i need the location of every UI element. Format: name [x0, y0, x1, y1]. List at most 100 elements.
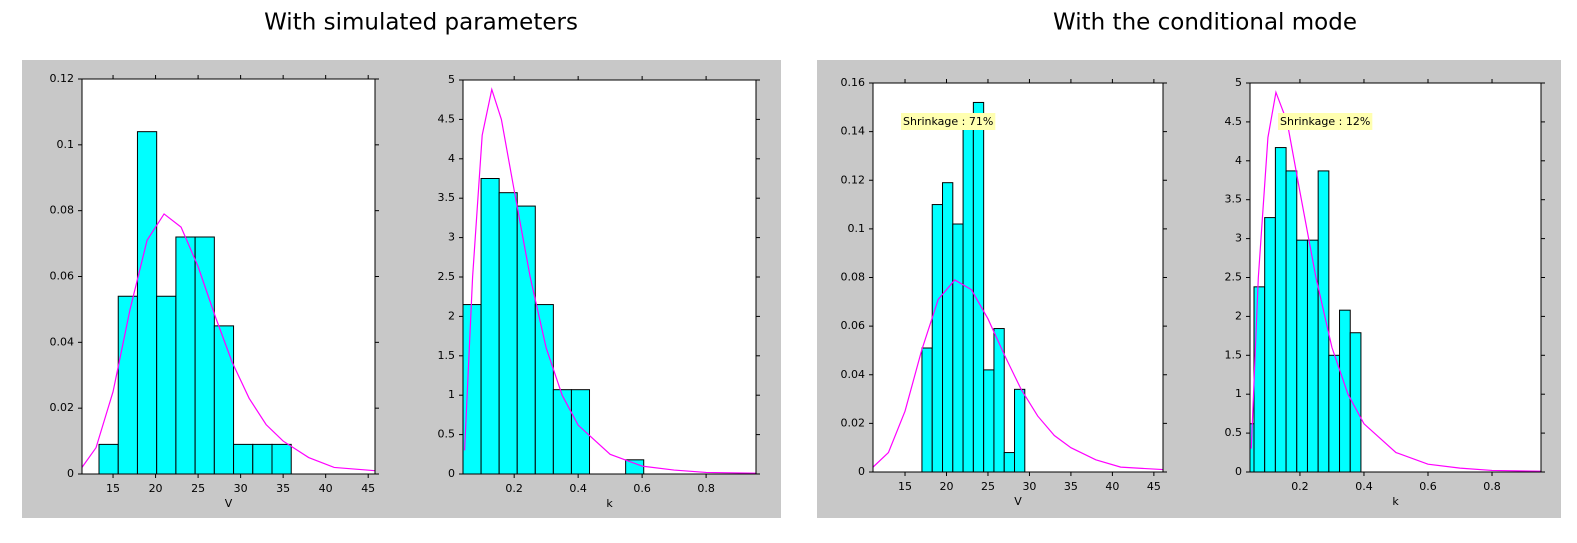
density-curve [873, 279, 1163, 471]
x-tick-label: 0.6 [633, 482, 651, 495]
bar [534, 304, 554, 474]
y-tick-label: 0.08 [841, 271, 866, 284]
x-tick-label: 45 [1147, 480, 1161, 493]
x-tick-label: 0.2 [505, 482, 523, 495]
bar [952, 223, 964, 472]
x-tick-label: 25 [981, 480, 995, 493]
y-tick-label: 1 [448, 388, 455, 401]
density-curve [1250, 90, 1541, 472]
annotation: Shrinkage : 12% [1280, 115, 1370, 128]
bar [570, 389, 591, 474]
y-tick-label: 3 [1235, 232, 1242, 245]
bar [1264, 217, 1276, 472]
y-tick-label: 2 [1235, 309, 1242, 322]
y-tick-label: 3.5 [438, 191, 456, 204]
x-tick-label: 0.4 [569, 482, 587, 495]
bar [98, 443, 119, 474]
y-tick-label: 0.08 [50, 204, 75, 217]
x-tick-label: 15 [898, 480, 912, 493]
y-tick-label: 4 [1235, 154, 1242, 167]
x-tick-label: 0.8 [697, 482, 715, 495]
y-tick-label: 0.16 [841, 76, 866, 89]
y-tick-label: 5 [448, 73, 455, 86]
y-tick-label: 0.04 [841, 368, 866, 381]
bar [983, 369, 995, 472]
y-tick-label: 0 [67, 467, 74, 480]
x-tick-label: 45 [361, 482, 375, 495]
bar [1285, 170, 1298, 472]
bar [1274, 147, 1287, 472]
bar [175, 236, 196, 474]
bar [194, 236, 215, 474]
y-tick-label: 0.12 [841, 173, 866, 186]
x-tick-label: 30 [234, 482, 248, 495]
y-tick-label: 0.5 [1225, 426, 1243, 439]
x-tick-label: 35 [276, 482, 290, 495]
x-axis-label: V [1014, 495, 1022, 508]
y-tick-label: 1 [1235, 387, 1242, 400]
bar [516, 205, 536, 474]
bar [1253, 286, 1266, 472]
x-axis-label: k [606, 497, 613, 510]
bar [1317, 170, 1330, 472]
panel-heading: With the conditional mode [1053, 10, 1357, 36]
x-tick-label: 20 [939, 480, 953, 493]
bar [1349, 332, 1362, 472]
x-tick-label: 25 [191, 482, 205, 495]
bar [156, 295, 177, 474]
x-tick-label: 0.2 [1291, 480, 1309, 493]
x-tick-label: 15 [106, 482, 120, 495]
y-tick-label: 0 [858, 465, 865, 478]
x-tick-label: 0.8 [1483, 480, 1501, 493]
bar [931, 204, 944, 472]
bar [136, 131, 158, 474]
density-curve [463, 87, 756, 474]
x-tick-label: 35 [1064, 480, 1078, 493]
x-tick-label: 30 [1022, 480, 1036, 493]
y-tick-label: 4.5 [1225, 115, 1243, 128]
bar [213, 325, 235, 474]
y-tick-label: 0 [1235, 465, 1242, 478]
bar [252, 443, 273, 474]
bar [1014, 388, 1026, 472]
bar [1306, 239, 1319, 472]
y-tick-label: 0.02 [50, 401, 75, 414]
bar [1296, 239, 1308, 472]
y-tick-label: 2.5 [438, 270, 456, 283]
y-tick-label: 0.06 [841, 319, 866, 332]
y-tick-label: 4.5 [438, 112, 456, 125]
y-tick-label: 5 [1235, 76, 1242, 89]
annotation: Shrinkage : 71% [903, 115, 993, 128]
y-tick-label: 0.02 [841, 416, 866, 429]
bar [498, 192, 518, 474]
y-tick-label: 3 [448, 231, 455, 244]
y-tick-label: 0.1 [57, 138, 75, 151]
bar [962, 126, 974, 472]
bar [993, 328, 1005, 472]
y-tick-label: 0.14 [841, 125, 866, 138]
y-tick-label: 0.12 [50, 72, 75, 85]
bar [942, 182, 954, 472]
bar [552, 389, 572, 474]
bar [271, 443, 292, 474]
y-tick-label: 1.5 [438, 349, 456, 362]
y-tick-label: 2.5 [1225, 271, 1243, 284]
y-tick-label: 1.5 [1225, 348, 1243, 361]
x-tick-label: 20 [149, 482, 163, 495]
annotation-background [1278, 113, 1373, 130]
x-axis-label: k [1392, 495, 1399, 508]
density-curve [82, 213, 375, 472]
y-tick-label: 0.06 [50, 270, 75, 283]
bar [921, 347, 933, 472]
x-tick-label: 0.6 [1419, 480, 1437, 493]
bar [463, 304, 482, 474]
y-tick-label: 3.5 [1225, 193, 1243, 206]
x-tick-label: 40 [1105, 480, 1119, 493]
y-tick-label: 0.1 [848, 222, 866, 235]
x-tick-label: 0.4 [1355, 480, 1373, 493]
bar [233, 443, 254, 474]
y-tick-label: 0 [448, 467, 455, 480]
bar [625, 459, 645, 474]
bar [972, 101, 985, 472]
